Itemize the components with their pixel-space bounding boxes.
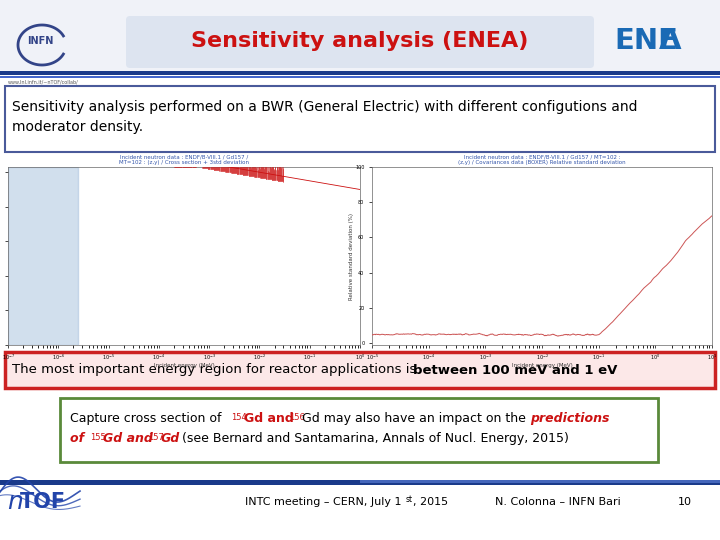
Text: 157: 157 <box>148 433 164 442</box>
Text: , 2015: , 2015 <box>413 497 448 507</box>
Y-axis label: Relative standard deviation (%): Relative standard deviation (%) <box>348 213 354 300</box>
Text: Gd and: Gd and <box>103 432 157 445</box>
Text: Sensitivity analysis (ENEA): Sensitivity analysis (ENEA) <box>192 31 528 51</box>
Text: of: of <box>70 432 89 445</box>
Bar <box>0 480 720 485</box>
Text: 10: 10 <box>678 497 692 507</box>
Bar <box>360 480 720 483</box>
X-axis label: Incident energy (MeV): Incident energy (MeV) <box>153 363 215 368</box>
Text: moderator density.: moderator density. <box>12 120 143 134</box>
FancyBboxPatch shape <box>60 398 658 462</box>
FancyBboxPatch shape <box>5 352 715 388</box>
Text: TOF: TOF <box>20 492 66 512</box>
Text: 156: 156 <box>289 413 305 422</box>
Text: Capture cross section of: Capture cross section of <box>70 412 225 425</box>
Bar <box>8 167 78 345</box>
Text: The most important energy region for reactor applications is: The most important energy region for rea… <box>12 363 420 376</box>
Title: Incident neutron data : ENDF/B-VIII.1 / Gd157 / MT=102 :
(z,y) / Covariances dat: Incident neutron data : ENDF/B-VIII.1 / … <box>458 154 626 165</box>
Bar <box>0 0 720 72</box>
Text: between 100 meV and 1 eV: between 100 meV and 1 eV <box>413 363 617 376</box>
Text: www.lnl.infn.it/~nTOF/collab/: www.lnl.infn.it/~nTOF/collab/ <box>8 80 78 85</box>
Text: st: st <box>406 496 413 504</box>
Bar <box>0 76 720 78</box>
Title: Incident neutron data : ENDF/B-VIII.1 / Gd157 /
MT=102 : (z,y) / Cross section +: Incident neutron data : ENDF/B-VIII.1 / … <box>119 154 249 165</box>
Text: Gd: Gd <box>161 432 180 445</box>
Text: INTC meeting – CERN, July 1: INTC meeting – CERN, July 1 <box>245 497 402 507</box>
Text: 155: 155 <box>90 433 106 442</box>
X-axis label: Incident energy (MeV): Incident energy (MeV) <box>512 363 572 368</box>
Text: n: n <box>7 490 23 514</box>
Text: N. Colonna – INFN Bari: N. Colonna – INFN Bari <box>495 497 621 507</box>
Text: ENE: ENE <box>614 27 678 55</box>
Text: Λ: Λ <box>659 27 682 55</box>
Text: Sensitivity analysis performed on a BWR (General Electric) with different config: Sensitivity analysis performed on a BWR … <box>12 100 637 114</box>
Text: INFN: INFN <box>27 36 53 46</box>
Text: Gd and: Gd and <box>244 412 298 425</box>
Bar <box>258 167 338 345</box>
FancyBboxPatch shape <box>5 86 715 152</box>
Text: predictions: predictions <box>530 412 610 425</box>
Text: Gd may also have an impact on the: Gd may also have an impact on the <box>302 412 530 425</box>
Text: (see Bernard and Santamarina, Annals of Nucl. Energy, 2015): (see Bernard and Santamarina, Annals of … <box>178 432 569 445</box>
FancyBboxPatch shape <box>126 16 594 68</box>
Bar <box>0 71 720 75</box>
Text: 154: 154 <box>231 413 247 422</box>
